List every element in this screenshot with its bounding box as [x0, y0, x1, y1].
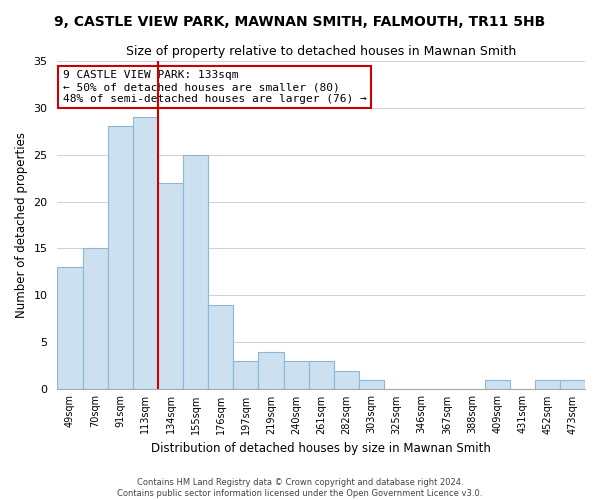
Text: 9, CASTLE VIEW PARK, MAWNAN SMITH, FALMOUTH, TR11 5HB: 9, CASTLE VIEW PARK, MAWNAN SMITH, FALMO… [55, 15, 545, 29]
Bar [133, 117, 158, 390]
Bar [233, 361, 259, 390]
Bar [58, 268, 83, 390]
Bar [83, 248, 107, 390]
Bar [359, 380, 384, 390]
Bar [259, 352, 284, 390]
Bar [208, 305, 233, 390]
Title: Size of property relative to detached houses in Mawnan Smith: Size of property relative to detached ho… [126, 45, 517, 58]
Bar [535, 380, 560, 390]
Bar [334, 370, 359, 390]
Bar [485, 380, 509, 390]
X-axis label: Distribution of detached houses by size in Mawnan Smith: Distribution of detached houses by size … [151, 442, 491, 455]
Bar [560, 380, 585, 390]
Text: Contains HM Land Registry data © Crown copyright and database right 2024.
Contai: Contains HM Land Registry data © Crown c… [118, 478, 482, 498]
Bar [308, 361, 334, 390]
Bar [183, 154, 208, 390]
Bar [284, 361, 308, 390]
Text: 9 CASTLE VIEW PARK: 133sqm
← 50% of detached houses are smaller (80)
48% of semi: 9 CASTLE VIEW PARK: 133sqm ← 50% of deta… [62, 70, 367, 104]
Bar [107, 126, 133, 390]
Bar [158, 182, 183, 390]
Y-axis label: Number of detached properties: Number of detached properties [15, 132, 28, 318]
